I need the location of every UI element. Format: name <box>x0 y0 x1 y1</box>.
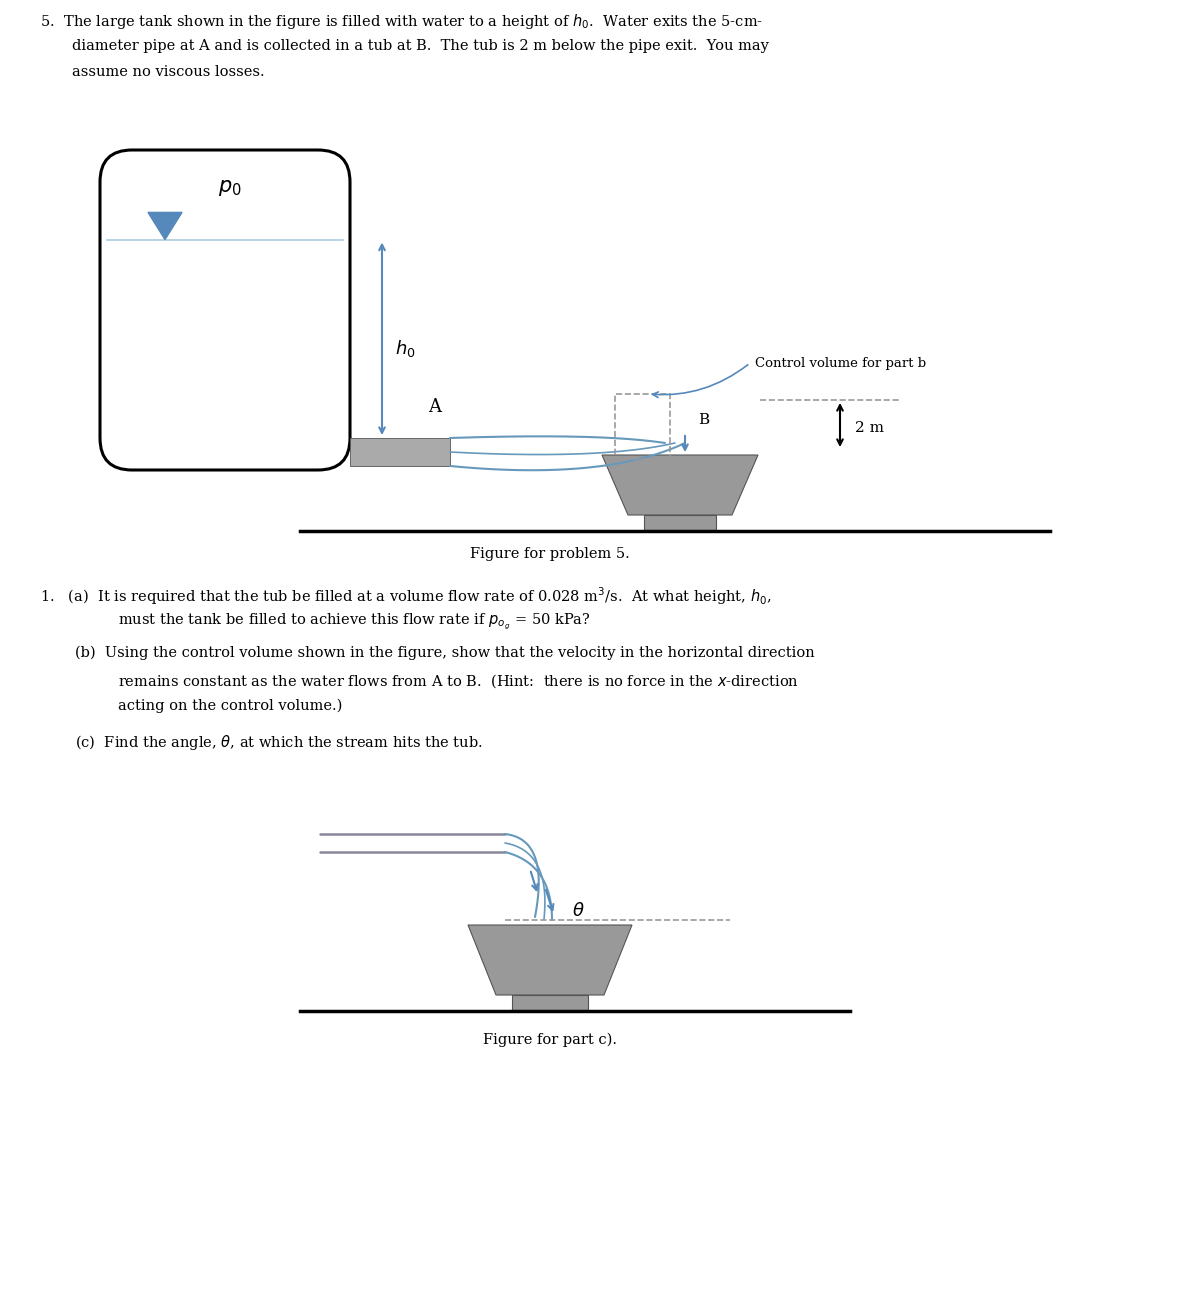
Text: remains constant as the water flows from A to B.  (Hint:  there is no force in t: remains constant as the water flows from… <box>118 672 799 690</box>
Text: diameter pipe at A and is collected in a tub at B.  The tub is 2 m below the pip: diameter pipe at A and is collected in a… <box>72 39 769 52</box>
Text: (c)  Find the angle, $\theta$, at which the stream hits the tub.: (c) Find the angle, $\theta$, at which t… <box>74 733 482 753</box>
FancyBboxPatch shape <box>100 150 350 470</box>
Text: Control volume for part b: Control volume for part b <box>755 356 926 369</box>
Text: $\theta$: $\theta$ <box>571 902 584 920</box>
Text: must the tank be filled to achieve this flow rate if $p_{o_g}$ = 50 kPa?: must the tank be filled to achieve this … <box>118 612 590 632</box>
Text: A: A <box>428 398 442 416</box>
Text: 5.  The large tank shown in the figure is filled with water to a height of $h_0$: 5. The large tank shown in the figure is… <box>40 12 763 31</box>
Text: Figure for part c).: Figure for part c). <box>482 1034 617 1048</box>
Text: 2 m: 2 m <box>856 420 884 435</box>
Text: (b)  Using the control volume shown in the figure, show that the velocity in the: (b) Using the control volume shown in th… <box>74 646 815 660</box>
Text: $h_0$: $h_0$ <box>395 338 415 359</box>
Polygon shape <box>602 455 758 515</box>
Polygon shape <box>512 994 588 1011</box>
Text: $p_0$: $p_0$ <box>218 179 242 198</box>
Text: Figure for problem 5.: Figure for problem 5. <box>470 547 630 561</box>
Text: assume no viscous losses.: assume no viscous losses. <box>72 65 265 80</box>
Text: B: B <box>698 412 709 427</box>
Polygon shape <box>644 515 716 531</box>
Text: 1.   (a)  It is required that the tub be filled at a volume flow rate of 0.028 m: 1. (a) It is required that the tub be fi… <box>40 585 772 607</box>
Polygon shape <box>468 925 632 994</box>
Polygon shape <box>350 438 450 466</box>
Polygon shape <box>148 213 182 240</box>
Text: acting on the control volume.): acting on the control volume.) <box>118 699 342 714</box>
